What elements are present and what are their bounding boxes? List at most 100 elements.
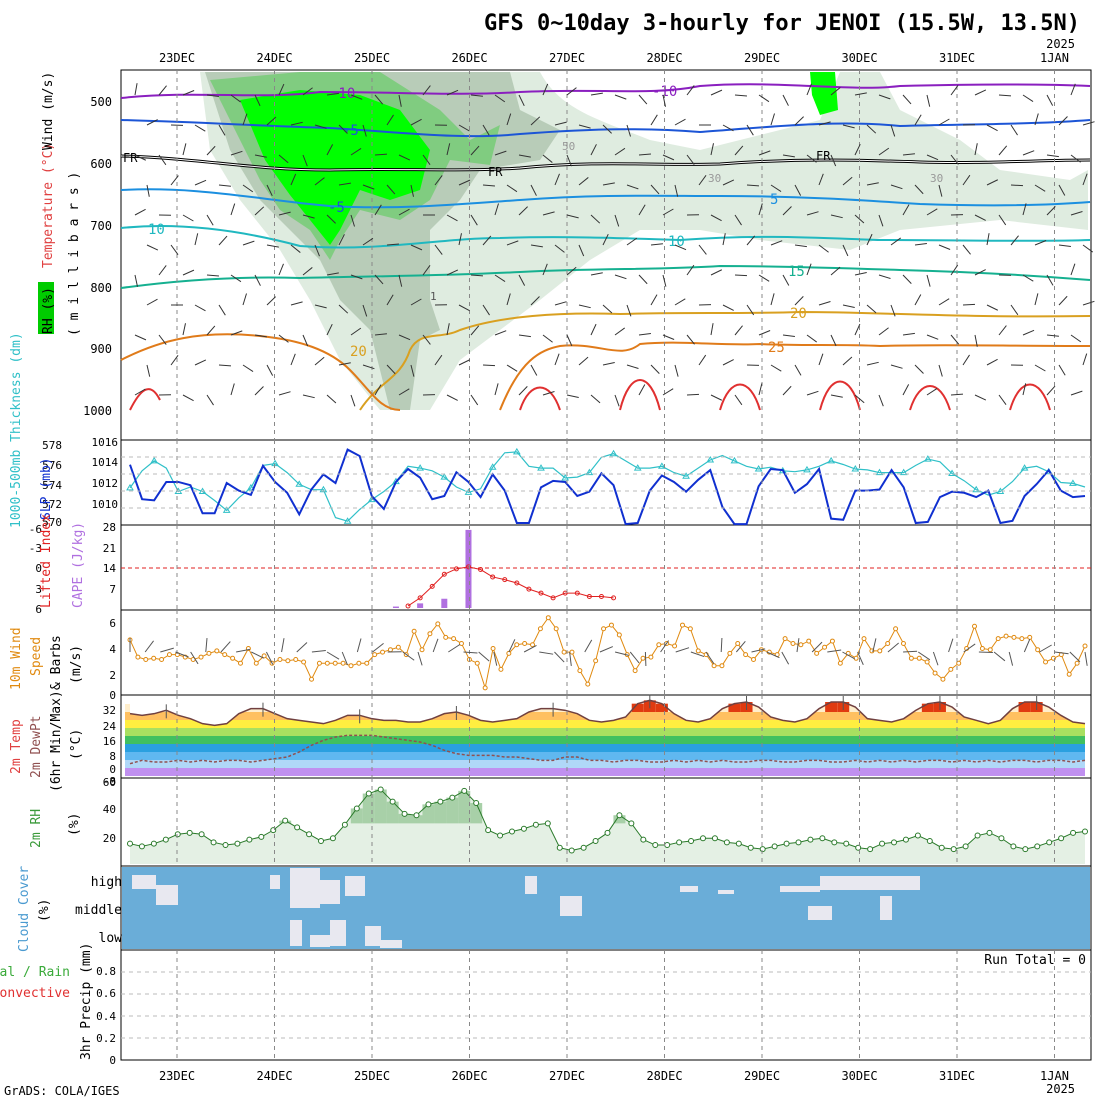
lifted-index-point [550, 595, 556, 601]
thickness-marker [803, 465, 811, 473]
barb-upper [434, 175, 443, 186]
date-label-top: 28DEC [646, 51, 682, 65]
barb-upper [1046, 274, 1054, 286]
barb-upper [206, 394, 214, 406]
thickness-marker [633, 464, 642, 471]
barb-upper [554, 173, 560, 186]
barb-upper [962, 174, 971, 186]
rh-point [735, 840, 742, 847]
wind-speed-point [829, 638, 835, 644]
lifted-index-point [611, 595, 617, 601]
barb-upper [638, 333, 651, 336]
barb-upper [1034, 240, 1047, 246]
barb-upper [926, 334, 939, 340]
barb-upper [338, 234, 345, 246]
barb-upper [1022, 94, 1034, 102]
precip-panel: 0.8 0.6 0.4 0.2 0 Total / Rain Convectiv… [0, 943, 1086, 1067]
cape-ticks: 28 21 14 7 [103, 521, 117, 596]
precip-tick-0.4: 0.4 [96, 1010, 116, 1023]
barb-surface [311, 650, 326, 653]
lifted-index-point [586, 594, 592, 600]
barb-upper [782, 334, 795, 337]
barb-upper [398, 208, 410, 216]
barb-upper [1082, 353, 1088, 366]
barb-upper [230, 330, 243, 336]
wind-speed-point [1066, 671, 1072, 677]
rh-point [1022, 846, 1029, 853]
barb-upper [1082, 244, 1094, 253]
barb-upper [1022, 329, 1035, 336]
barb-upper [722, 359, 734, 366]
label-10-a: 10 [148, 222, 165, 238]
barb-surface [917, 651, 931, 661]
lifted-index-point [429, 583, 435, 589]
barb-upper [818, 173, 824, 186]
barb-upper [242, 293, 247, 306]
barb-upper [506, 240, 519, 246]
date-label-bottom: 24DEC [256, 1069, 292, 1083]
barb-upper [1034, 113, 1039, 126]
date-label-bottom: 25DEC [354, 1069, 390, 1083]
wind-panel: 6 4 2 0 10m Wind Speed & Barbs (m/s) [9, 615, 1088, 702]
rh-point [341, 821, 348, 828]
barb-upper [806, 83, 812, 96]
barb-upper [350, 214, 355, 227]
barb-upper [782, 94, 789, 106]
rh-point [461, 787, 468, 794]
barb-upper [182, 214, 194, 222]
barb-upper [626, 237, 638, 246]
ylabel-total-rain: Total / Rain [0, 965, 70, 980]
date-label-bottom: 28DEC [646, 1069, 682, 1083]
date-labels-bottom: 23DEC 24DEC 25DEC 26DEC 27DEC 28DEC 29DEC 30DEC… [159, 1069, 1069, 1083]
cloud-block [380, 940, 402, 948]
barb-upper [542, 211, 555, 216]
barb-upper [818, 301, 831, 306]
barb-upper [494, 330, 507, 336]
barb-upper [770, 293, 775, 306]
barb-surface [963, 643, 976, 653]
wind-speed-point [372, 652, 378, 658]
date-label-top: 30DEC [841, 51, 877, 65]
wind-speed-point [151, 655, 157, 661]
barb-surface [720, 637, 723, 653]
barb-upper [530, 364, 538, 376]
barb-upper [542, 391, 555, 396]
wind-tick-2: 2 [109, 669, 116, 682]
wind-speed-point [261, 653, 267, 659]
barb-upper [506, 184, 518, 193]
thickness-marker [972, 485, 981, 493]
date-label-top: 25DEC [354, 51, 390, 65]
rh-tick-20: 20 [103, 832, 116, 845]
thickness-marker [271, 459, 279, 467]
barb-surface [220, 641, 231, 653]
barb-upper [830, 394, 843, 398]
rh-point [282, 817, 289, 824]
rh-point [700, 835, 706, 842]
barb-upper [650, 364, 660, 374]
barb-upper [770, 113, 775, 126]
rh-point [294, 824, 301, 831]
year-top: 2025 [1046, 37, 1075, 51]
barb-upper [386, 243, 399, 246]
thickness-marker [609, 449, 618, 457]
barb-surface [599, 646, 614, 653]
label-neg10-a: -10 [330, 86, 355, 102]
rh-point [234, 840, 241, 847]
rh-point [556, 844, 563, 851]
barb-upper [338, 182, 351, 186]
barb-upper [974, 334, 978, 347]
barb-upper [218, 124, 226, 136]
barb-upper [710, 269, 723, 276]
barb-upper [746, 235, 756, 246]
barb-upper [758, 274, 770, 282]
barb-upper [974, 214, 986, 221]
barb-upper [146, 298, 158, 306]
chart-title: GFS 0~10day 3-hourly for JENOI (15.5W, 1… [484, 11, 1080, 36]
contour-neg10 [120, 83, 1091, 99]
thickness-marker [682, 472, 690, 479]
contour-labels: -10 -10 -5 -5 5 10 10 15 20 20 25 FR FR … [123, 84, 943, 360]
cloud-block [290, 868, 320, 908]
barb-upper [146, 119, 158, 126]
rh-point [950, 846, 957, 853]
rh-high-fill [362, 793, 375, 824]
